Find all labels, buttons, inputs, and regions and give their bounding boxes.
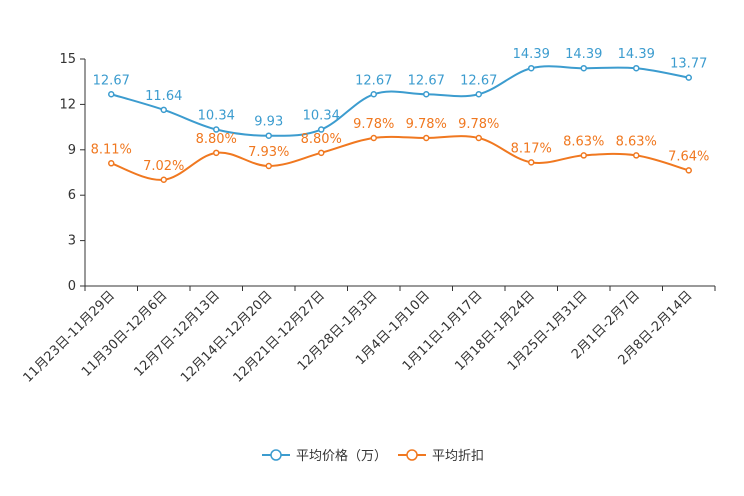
series-lines <box>110 65 690 181</box>
data-point[interactable] <box>423 134 430 142</box>
data-label: 9.78% <box>458 117 499 132</box>
data-point[interactable] <box>160 176 167 184</box>
legend-marker-icon <box>270 449 282 461</box>
data-label: 9.93 <box>254 115 283 130</box>
data-label: 14.39 <box>618 47 655 62</box>
series-line-0 <box>110 65 689 137</box>
data-point[interactable] <box>423 91 430 98</box>
data-label: 11.64 <box>145 89 182 104</box>
data-point[interactable] <box>318 149 325 157</box>
data-point[interactable] <box>475 91 482 98</box>
data-point[interactable] <box>318 126 325 133</box>
y-tick-label: 6 <box>68 188 76 203</box>
data-label: 7.64% <box>668 149 709 164</box>
y-tick-label: 3 <box>68 234 76 249</box>
data-label: 8.80% <box>301 132 342 147</box>
series-points <box>108 64 692 184</box>
data-point[interactable] <box>580 64 587 72</box>
data-point[interactable] <box>370 91 377 98</box>
data-label: 13.77 <box>670 57 707 72</box>
data-point[interactable] <box>528 64 535 72</box>
data-label: 8.17% <box>511 141 552 156</box>
y-tick-label: 15 <box>59 52 76 67</box>
axes: 0369121511月23日-11月29日11月30日-12月6日12月7日-1… <box>21 52 716 386</box>
data-point[interactable] <box>528 159 535 166</box>
data-labels: 12.67 11.64 10.34 9.93 10.34 12.67 12.67 12.67 1… <box>91 47 710 174</box>
data-label: 8.63% <box>616 134 657 149</box>
data-point[interactable] <box>213 126 220 133</box>
data-label: 7.02% <box>143 159 184 174</box>
y-tick-label: 9 <box>68 143 76 158</box>
data-label: 9.78% <box>406 117 447 132</box>
data-point[interactable] <box>580 152 587 159</box>
data-point[interactable] <box>475 134 482 142</box>
data-label: 10.34 <box>303 109 340 124</box>
data-label: 9.78% <box>353 117 394 132</box>
data-label: 12.67 <box>408 73 445 88</box>
data-point[interactable] <box>265 132 272 139</box>
data-point[interactable] <box>160 106 167 114</box>
data-point[interactable] <box>108 160 115 167</box>
y-tick-label: 0 <box>68 279 76 294</box>
data-label: 8.63% <box>563 134 604 149</box>
legend-label: 平均折扣 <box>432 449 484 464</box>
legend-label: 平均价格（万） <box>296 448 387 464</box>
legend-item-1[interactable]: 平均折扣 <box>398 449 484 464</box>
y-tick-label: 12 <box>59 97 76 112</box>
legend-marker-icon <box>406 449 418 461</box>
data-point[interactable] <box>265 162 272 170</box>
x-tick-label: 12月21日-12月27日 <box>231 288 328 385</box>
data-point[interactable] <box>685 167 692 174</box>
data-point[interactable] <box>108 91 115 98</box>
data-label: 14.39 <box>565 47 602 62</box>
x-tick-label: 11月23日-11月29日 <box>21 288 118 385</box>
legend-item-0[interactable]: 平均价格（万） <box>262 448 387 464</box>
data-point[interactable] <box>370 134 377 142</box>
series-line-1 <box>110 135 690 181</box>
data-label: 12.67 <box>460 73 497 88</box>
data-label: 8.80% <box>196 132 237 147</box>
data-label: 8.11% <box>91 142 132 157</box>
data-point[interactable] <box>633 64 640 72</box>
data-label: 7.93% <box>248 145 289 160</box>
data-label: 14.39 <box>513 47 550 62</box>
data-point[interactable] <box>685 74 692 81</box>
x-tick-label: 12月14日-12月20日 <box>178 288 275 385</box>
data-label: 12.67 <box>355 73 392 88</box>
data-label: 10.34 <box>198 109 235 124</box>
data-point[interactable] <box>633 152 640 159</box>
data-label: 12.67 <box>93 73 130 88</box>
legend[interactable]: 平均价格（万） 平均折扣 <box>262 448 484 464</box>
data-point[interactable] <box>213 149 220 157</box>
